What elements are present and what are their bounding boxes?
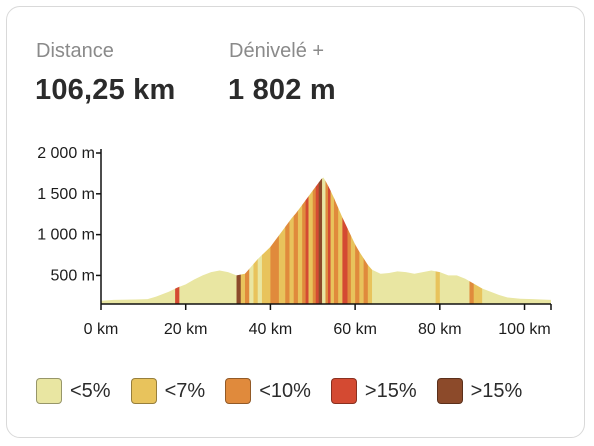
y-tick-label: 500 m xyxy=(51,267,95,284)
gradient-segment xyxy=(236,177,242,304)
legend-item-gt15: >15% xyxy=(436,378,523,404)
gradient-segment xyxy=(297,177,303,304)
gradient-segment xyxy=(333,177,339,304)
gradient-segment xyxy=(245,177,250,304)
gradient-segment xyxy=(330,177,335,304)
gradient-segment xyxy=(315,177,319,304)
gradient-segment xyxy=(302,177,306,304)
elevation-gain-label: Dénivelé + xyxy=(229,40,325,62)
gradient-segment xyxy=(305,177,309,304)
legend-label: >15% xyxy=(470,379,523,402)
x-tick-label: 20 km xyxy=(164,321,208,338)
y-tick-label: 1 000 m xyxy=(37,227,95,244)
legend-label: >15% xyxy=(364,379,417,402)
y-tick-label: 1 500 m xyxy=(37,186,95,203)
gradient-segment xyxy=(289,177,295,304)
legend-swatch xyxy=(36,378,62,404)
distance-value: 106,25 km xyxy=(35,74,176,106)
gradient-segment xyxy=(347,177,352,304)
gradient-segment xyxy=(318,177,323,304)
gradient-segment xyxy=(261,177,271,304)
gradient-segment xyxy=(367,177,373,304)
legend-label: <10% xyxy=(259,379,311,402)
gradient-segment xyxy=(293,177,299,304)
gradient-segment xyxy=(101,177,176,304)
gradient-segment xyxy=(175,177,180,304)
gradient-segment xyxy=(372,177,436,304)
gradient-segment xyxy=(439,177,470,304)
legend-item-lt15: >15% xyxy=(330,378,417,404)
legend-label: <5% xyxy=(70,379,111,402)
legend-item-lt10: <10% xyxy=(225,378,311,404)
gradient-segment xyxy=(270,177,280,304)
gradient-segment xyxy=(359,177,364,304)
gradient-segment xyxy=(253,177,259,304)
elevation-gain-value: 1 802 m xyxy=(228,74,336,106)
legend-swatch xyxy=(436,378,463,404)
gradient-segment xyxy=(350,177,356,304)
gradient-segments xyxy=(101,177,551,304)
gradient-segment xyxy=(249,177,254,304)
gradient-segment xyxy=(469,177,475,304)
gradient-segment xyxy=(435,177,441,304)
x-tick-label: 80 km xyxy=(418,321,462,338)
gradient-segment xyxy=(473,177,483,304)
gradient-segment xyxy=(482,177,551,304)
x-tick-label: 0 km xyxy=(84,321,119,338)
gradient-segment xyxy=(342,177,348,304)
distance-label: Distance xyxy=(36,40,114,62)
gradient-segment xyxy=(325,177,329,304)
legend-swatch xyxy=(330,378,357,404)
gradient-segment xyxy=(328,177,331,304)
x-tick-label: 60 km xyxy=(333,321,377,338)
gradient-segment xyxy=(285,177,290,304)
gradient-segment xyxy=(338,177,343,304)
legend-swatch xyxy=(225,378,252,404)
gradient-segment xyxy=(322,177,326,304)
gradient-segment xyxy=(355,177,360,304)
y-tick-label: 2 000 m xyxy=(37,145,95,162)
gradient-segment xyxy=(257,177,263,304)
gradient-legend: <5% <7% <10% >15% >15% xyxy=(36,378,542,404)
legend-item-lt7: <7% xyxy=(130,378,206,404)
chart-axes: 500 m 1 000 m 1 500 m 2 000 m 0 km 20 km 40 km… xyxy=(37,145,552,338)
gradient-segment xyxy=(312,177,317,304)
gradient-segment xyxy=(240,177,246,304)
legend-label: <7% xyxy=(164,379,206,402)
x-tick-label: 100 km xyxy=(498,321,550,338)
legend-item-lt5: <5% xyxy=(36,378,111,404)
x-tick-label: 40 km xyxy=(249,321,293,338)
gradient-segment xyxy=(278,177,286,304)
gradient-segment xyxy=(363,177,369,304)
legend-swatch xyxy=(130,378,157,404)
gradient-segment xyxy=(308,177,314,304)
gradient-segment xyxy=(179,177,237,304)
